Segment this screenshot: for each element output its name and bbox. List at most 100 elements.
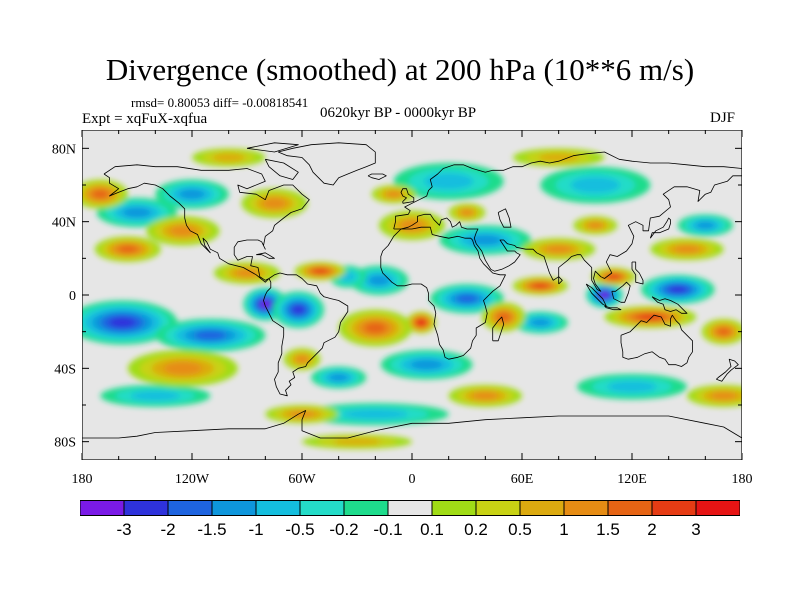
- colorbar-label: 3: [691, 520, 700, 539]
- field-contour: [122, 207, 152, 218]
- field-contour: [342, 409, 408, 420]
- field-contour: [329, 373, 349, 382]
- colorbar-box: [167, 500, 213, 516]
- x-tick-label: 60E: [511, 472, 534, 487]
- colorbar-box: [519, 500, 565, 516]
- x-tick-label: 120W: [175, 472, 210, 487]
- season-label: DJF: [710, 110, 736, 126]
- coastline-madagascar: [492, 316, 505, 342]
- coastline-new-zealand: [716, 358, 739, 382]
- field-contour: [418, 320, 425, 325]
- colorbar-label: -1.5: [197, 520, 226, 539]
- colorbar-box: [80, 500, 125, 516]
- colorbar-label: -3: [116, 520, 131, 539]
- field-contour: [545, 245, 572, 253]
- coastline-caspian: [497, 208, 512, 228]
- field-contour: [118, 245, 138, 253]
- stats-text: rmsd= 0.80053 diff= -0.00818541: [131, 95, 309, 110]
- coastline-cuba: [256, 252, 275, 259]
- divergence-field: [82, 148, 742, 449]
- colorbar-box: [431, 500, 477, 516]
- field-contour: [424, 173, 474, 190]
- colorbar-label: -0.1: [373, 520, 402, 539]
- field-contour: [179, 189, 205, 200]
- field-contour: [332, 438, 382, 445]
- colorbar-label: 0.5: [508, 520, 532, 539]
- y-tick-label: 40S: [54, 362, 76, 377]
- field-contour: [533, 283, 547, 289]
- x-axis: 180 120W 60W 0 60E 120E 180: [72, 130, 753, 487]
- colorbar-label: -2: [160, 520, 175, 539]
- field-contour: [710, 392, 737, 400]
- x-tick-label: 0: [409, 472, 416, 487]
- coastline-sri-lanka: [558, 276, 563, 285]
- coastline-north-america: [103, 164, 310, 283]
- coastline-iceland: [367, 173, 387, 180]
- coastline-australia: [620, 314, 693, 367]
- field-contour: [235, 269, 259, 277]
- field-contour: [163, 361, 202, 375]
- colorbar-label: -0.5: [285, 520, 314, 539]
- colorbar-box: [211, 500, 257, 516]
- colorbar-label: 0.1: [420, 520, 444, 539]
- field-contour: [263, 198, 286, 209]
- field-contour: [92, 189, 109, 199]
- field-contour: [538, 153, 580, 162]
- field-contour: [668, 285, 687, 294]
- coastline-great-britain: [400, 188, 415, 204]
- colorbar-label: 2: [647, 520, 656, 539]
- y-tick-label: 0: [69, 289, 76, 304]
- field-contour: [674, 245, 700, 253]
- x-tick-label: 60W: [288, 472, 316, 487]
- coastline-antarctica: [82, 410, 742, 439]
- x-tick-label: 180: [72, 472, 93, 487]
- plot-title: Divergence (smoothed) at 200 hPa (10**6 …: [105, 52, 695, 87]
- y-tick-label: 80S: [54, 436, 76, 451]
- coastline-japan: [649, 217, 671, 239]
- field-contour: [608, 274, 620, 279]
- field-contour: [170, 225, 196, 236]
- field-contour: [314, 268, 327, 274]
- field-contour: [530, 318, 550, 327]
- field-contour: [570, 176, 620, 194]
- coastline-ellesmere: [246, 142, 299, 153]
- field-contour: [295, 355, 309, 363]
- y-axis: 80N 40N 0 40S 80S: [52, 142, 742, 451]
- colorbar-box: [563, 500, 609, 516]
- colorbar-box: [299, 500, 345, 516]
- coastline-south-america: [263, 272, 349, 397]
- field-contour: [472, 392, 499, 400]
- field-contour: [292, 305, 305, 315]
- colorbar-box: [607, 500, 653, 516]
- coastline-europe-asia: [393, 151, 742, 292]
- field-contour: [194, 330, 227, 341]
- x-tick-label: 120E: [617, 472, 647, 487]
- coastline-baffin: [264, 158, 299, 180]
- field-contour: [600, 292, 609, 298]
- colorbar-box: [475, 500, 521, 516]
- field-contour: [386, 190, 402, 198]
- y-tick-label: 40N: [52, 216, 76, 231]
- colorbar-box: [387, 500, 433, 516]
- field-contour: [456, 294, 478, 303]
- colorbar-label: 1: [559, 520, 568, 539]
- field-contour: [497, 312, 510, 322]
- colorbar-box: [695, 500, 740, 516]
- colorbar-box: [651, 500, 697, 516]
- field-contour: [717, 328, 730, 336]
- coastline-borneo: [611, 281, 631, 303]
- field-contour: [364, 322, 386, 334]
- field-contour: [260, 300, 270, 308]
- coastline-sumatra: [585, 283, 607, 307]
- field-contour: [410, 359, 443, 370]
- colorbar-box: [123, 500, 169, 516]
- colorbar-labels: -3 -2 -1.5 -1 -0.5 -0.2 -0.1 0.1 0.2 0.5 1 1.5 2 3: [116, 520, 700, 539]
- field-contour: [212, 153, 245, 162]
- x-tick-label: 180: [732, 472, 753, 487]
- coastline-java: [604, 305, 622, 311]
- field-contour: [130, 390, 180, 401]
- field-contour: [587, 222, 603, 229]
- colorbar-label: 1.5: [596, 520, 620, 539]
- coastline-new-guinea: [651, 296, 688, 314]
- y-tick-label: 80N: [52, 142, 76, 157]
